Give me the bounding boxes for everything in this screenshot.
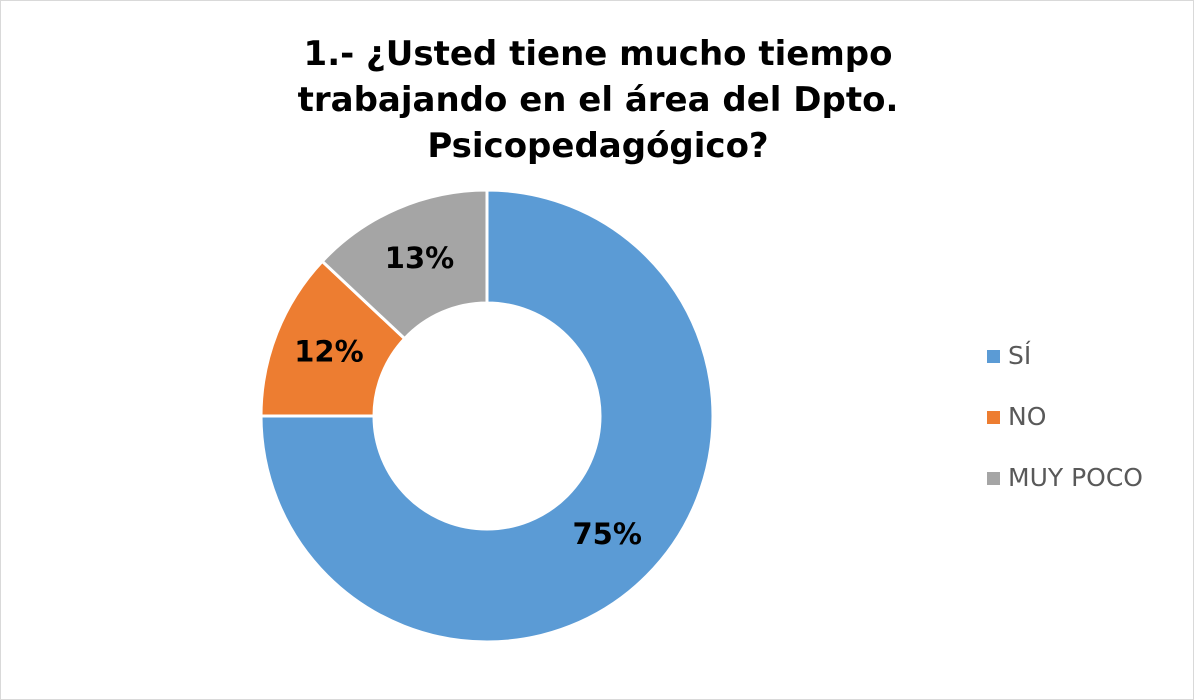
chart-title: 1.- ¿Usted tiene mucho tiempo trabajando… <box>297 34 899 166</box>
donut-slice <box>259 188 715 644</box>
legend-label: MUY POCO <box>1008 463 1143 492</box>
data-label: 13% <box>385 241 454 275</box>
data-label: 75% <box>572 517 641 551</box>
legend-label: NO <box>1008 402 1046 431</box>
legend-swatch <box>987 350 1000 363</box>
legend-label: SÍ <box>1008 341 1031 370</box>
donut-slice <box>320 188 489 341</box>
legend-swatch <box>987 411 1000 424</box>
data-label: 12% <box>294 334 363 368</box>
legend-swatch <box>987 472 1000 485</box>
